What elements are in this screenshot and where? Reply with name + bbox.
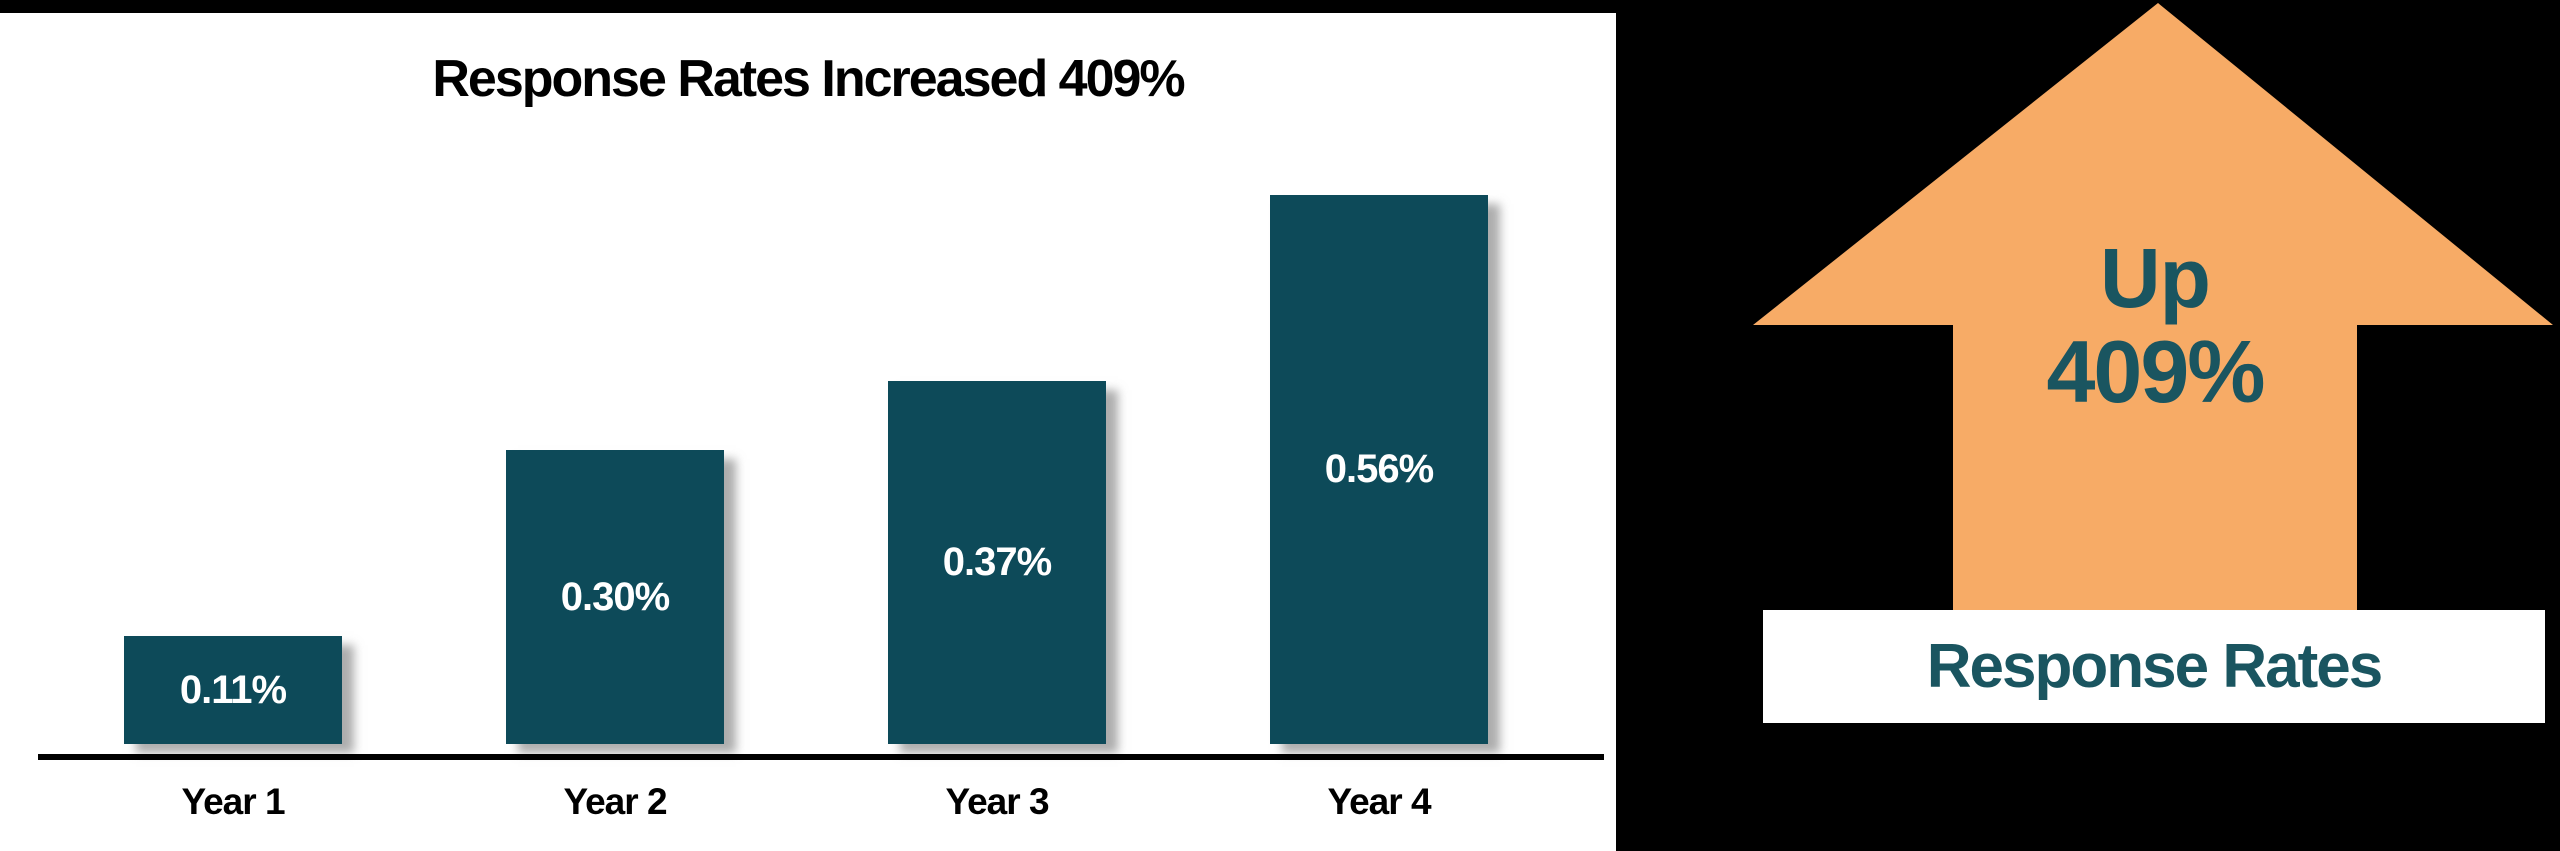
- x-axis-label-year-3: Year 3: [945, 781, 1049, 822]
- x-axis-line: [38, 754, 1604, 760]
- chart-panel: Response Rates Increased 409% 0.11% 0.30…: [0, 13, 1616, 851]
- bar-value-label-year-1: 0.11%: [179, 667, 287, 712]
- bar-year-4: 0.56%: [1270, 195, 1488, 744]
- x-axis-label-year-2: Year 2: [563, 781, 667, 822]
- chart-title: Response Rates Increased 409%: [432, 50, 1185, 108]
- x-axis-label-year-4: Year 4: [1327, 781, 1431, 822]
- response-rates-box: Response Rates: [1763, 610, 2545, 723]
- bar-value-label-year-3: 0.37%: [942, 540, 1052, 584]
- arrow-caption-line2: 409%: [2046, 321, 2265, 421]
- bar-value-label-year-2: 0.30%: [560, 574, 670, 619]
- x-axis-label-year-1: Year 1: [181, 781, 285, 822]
- bar-year-3: 0.37%: [888, 381, 1106, 744]
- arrow-caption: Up 409%: [1953, 233, 2357, 419]
- bar-year-1: 0.11%: [124, 636, 342, 744]
- arrow-caption-line1: Up: [2100, 231, 2211, 325]
- response-rates-label: Response Rates: [1926, 632, 2383, 701]
- bar-value-label-year-4: 0.56%: [1324, 447, 1434, 491]
- bar-year-2: 0.30%: [506, 450, 724, 744]
